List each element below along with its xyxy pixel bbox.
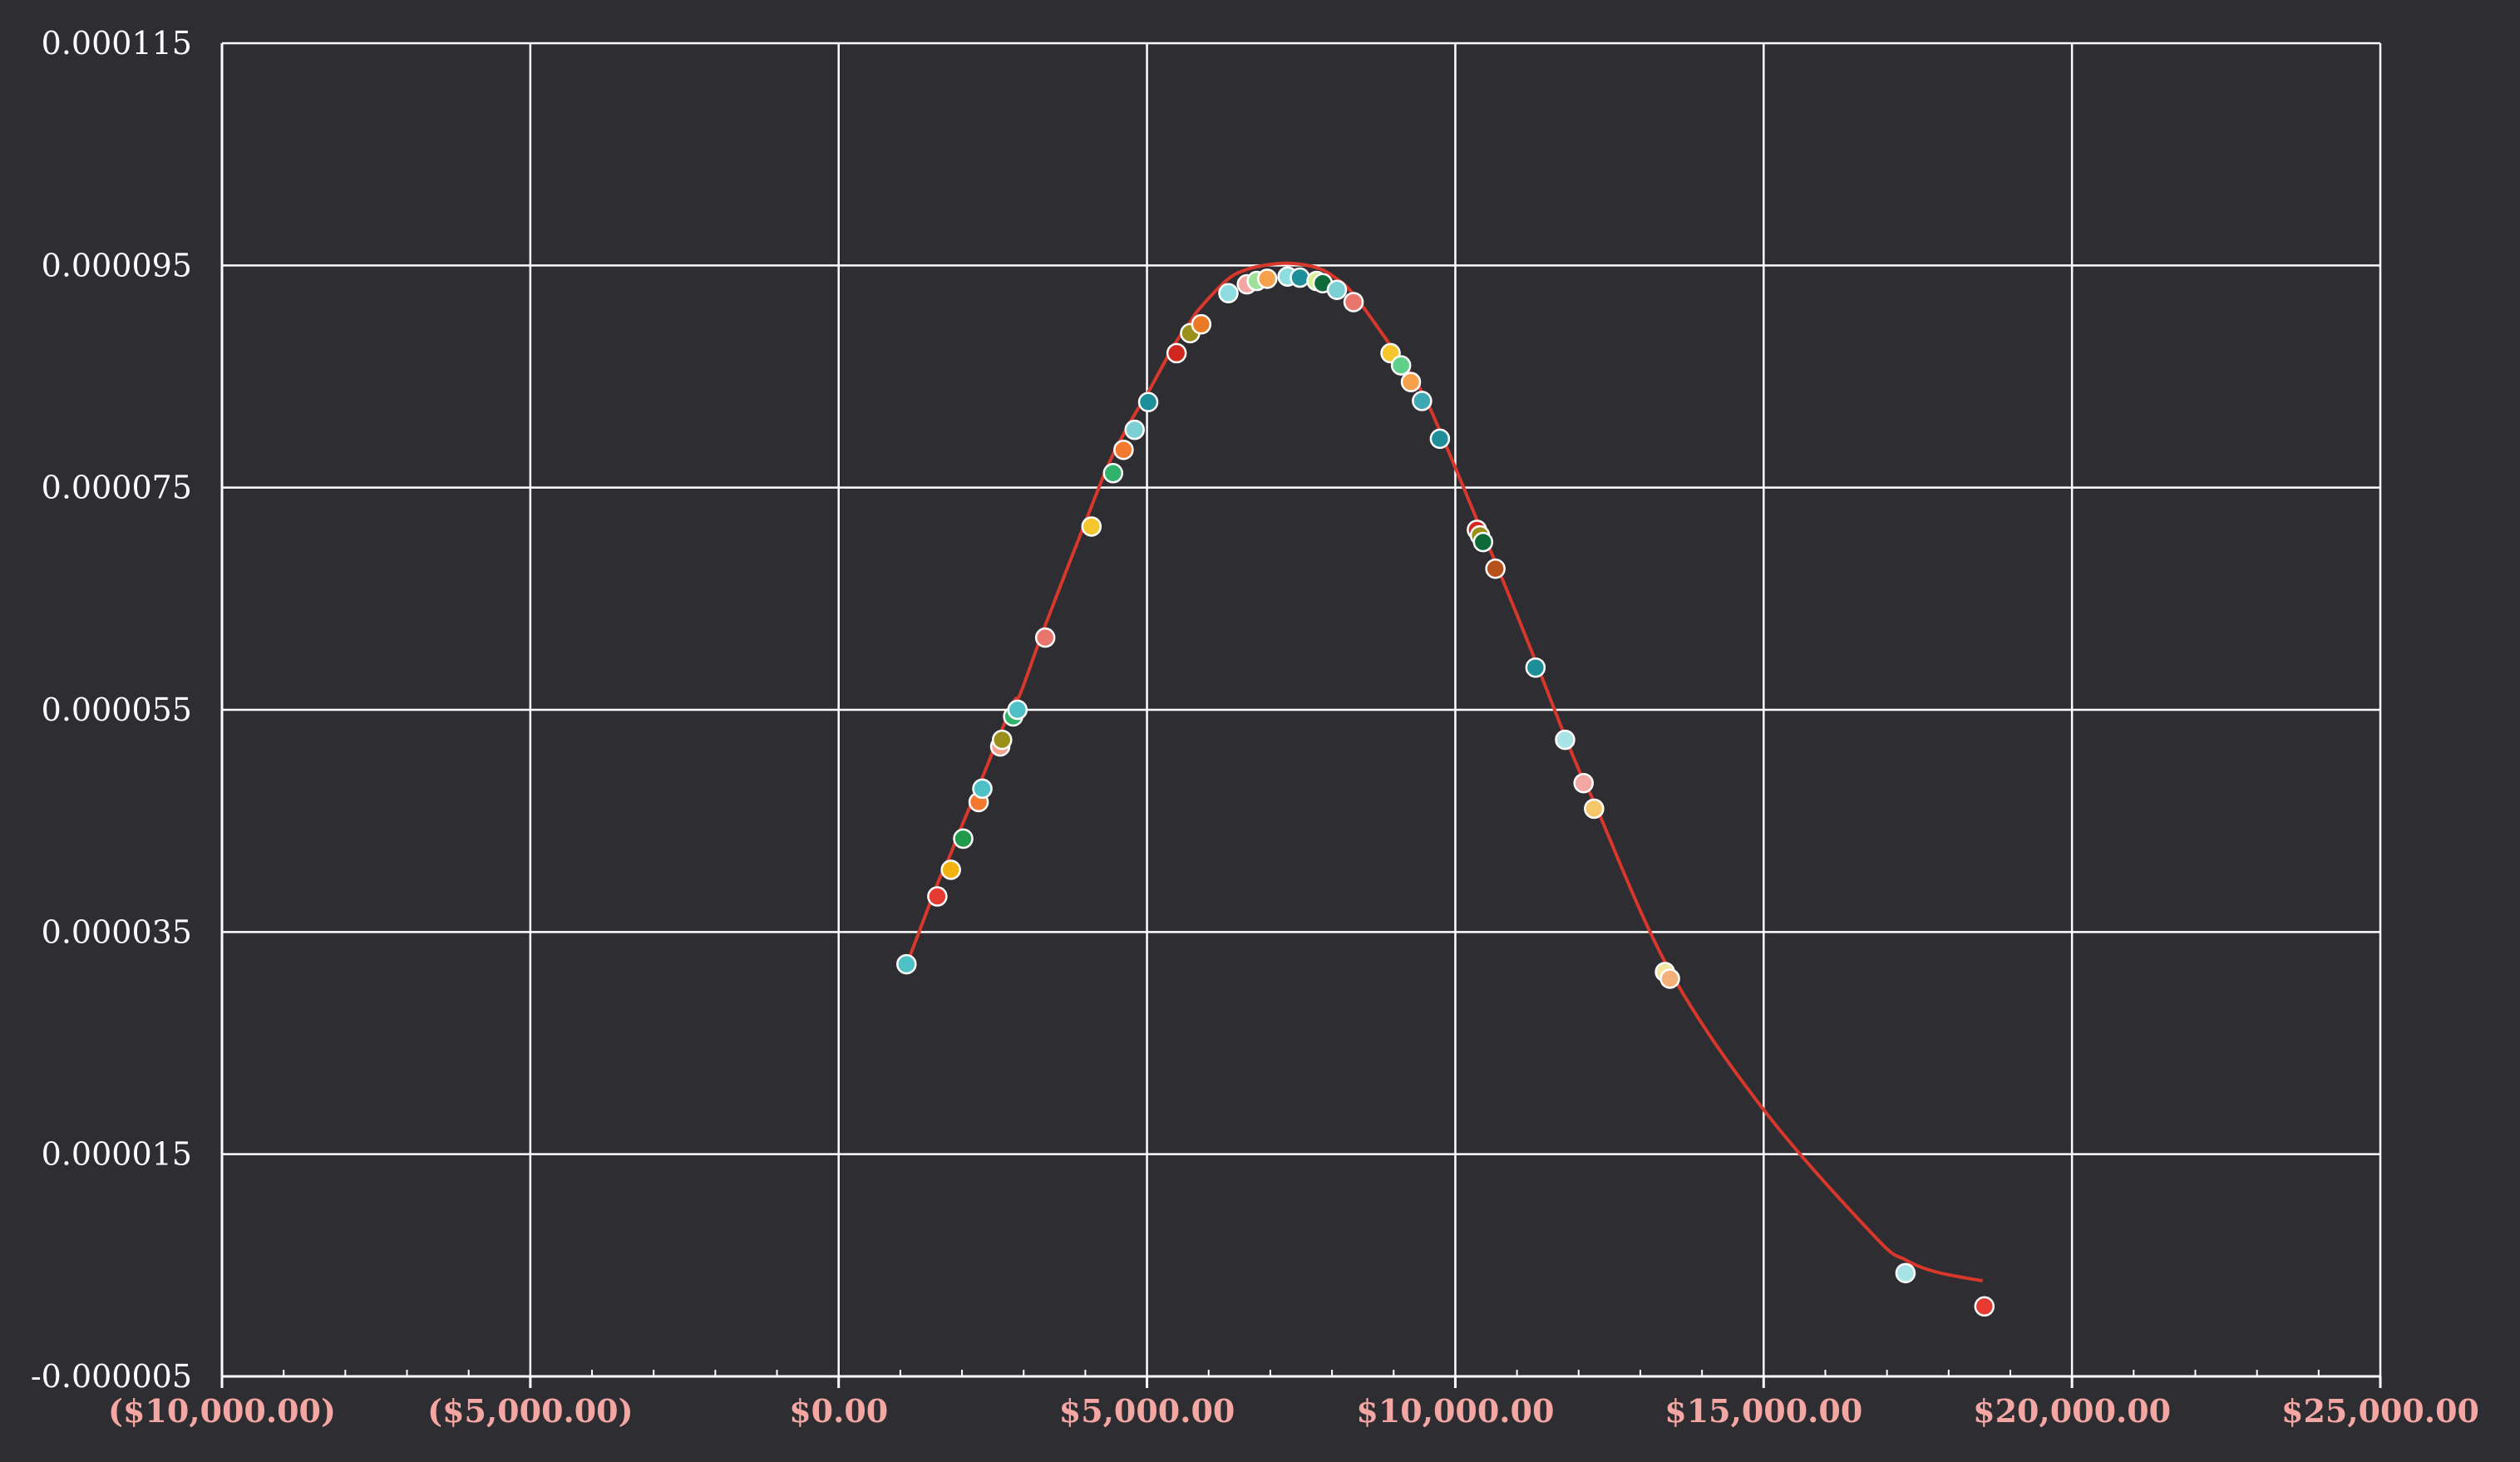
data-point [1485, 558, 1506, 579]
data-point [1081, 516, 1102, 537]
data-point [972, 778, 993, 800]
x-tick-label: $25,000.00 [2281, 1392, 2479, 1430]
x-tick-label: $5,000.00 [1059, 1392, 1235, 1430]
data-point [1895, 1263, 1916, 1283]
y-tick-label: 0.000095 [42, 247, 192, 283]
data-point [1124, 419, 1145, 441]
data-point [1256, 268, 1278, 289]
data-point [1113, 439, 1134, 460]
data-point [1137, 391, 1159, 412]
axes [220, 43, 2382, 1388]
data-point [1191, 313, 1212, 335]
data-point [1290, 267, 1310, 288]
y-tick-label: 0.000035 [42, 913, 192, 950]
data-point [1659, 968, 1680, 989]
data-point [1390, 355, 1412, 376]
data-point [1102, 463, 1124, 484]
y-tick-label: -0.000005 [31, 1358, 192, 1395]
data-point [1974, 1296, 1995, 1317]
density-curve [905, 261, 1983, 1282]
data-point [940, 859, 961, 880]
data-point [927, 886, 948, 907]
data-point [1573, 772, 1594, 794]
data-point [1525, 657, 1546, 678]
y-tick-label: 0.000055 [42, 692, 192, 728]
x-tick-label: $10,000.00 [1356, 1392, 1554, 1430]
data-point [1400, 372, 1422, 392]
data-point [1326, 279, 1348, 300]
x-tick-label: $0.00 [789, 1392, 888, 1430]
data-point [1007, 699, 1028, 721]
x-tick-label: $20,000.00 [1973, 1392, 2171, 1430]
y-tick-label: 0.000075 [42, 470, 192, 506]
points-layer [896, 266, 1995, 1317]
data-point [1218, 283, 1239, 303]
data-point [1343, 292, 1364, 313]
data-point [992, 729, 1013, 751]
data-point [896, 953, 917, 975]
x-tick-label: ($10,000.00) [108, 1392, 336, 1430]
curve-layer [905, 261, 1983, 1282]
tick-labels: -0.000005 0.000015 0.000035 0.000055 0.00007… [31, 25, 2479, 1430]
y-tick-label: 0.000115 [42, 25, 192, 62]
data-point [953, 828, 974, 849]
data-point [1412, 391, 1433, 411]
x-tick-label: ($5,000.00) [427, 1392, 634, 1430]
data-point [1034, 627, 1056, 648]
data-point [1555, 729, 1576, 751]
x-tick-label: $15,000.00 [1664, 1392, 1862, 1430]
data-point [1429, 428, 1451, 450]
data-point [1472, 531, 1494, 553]
data-point [1166, 342, 1187, 364]
y-tick-label: 0.000015 [42, 1136, 192, 1173]
data-point [1584, 798, 1605, 820]
